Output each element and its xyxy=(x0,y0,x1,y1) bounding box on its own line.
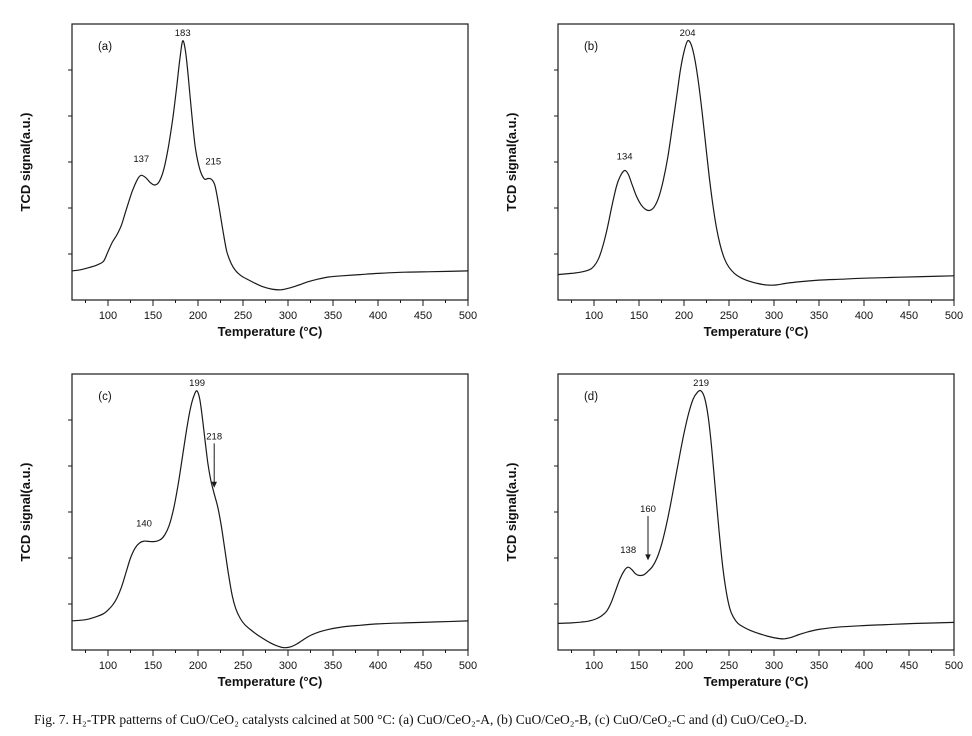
plot-area: 100 150 200 250 300 350 400 450 500 140 199 218 xyxy=(68,373,477,672)
peak-label: 134 xyxy=(617,152,633,163)
x-tick-label: 400 xyxy=(855,660,873,672)
x-tick-label: 100 xyxy=(585,310,603,322)
tpr-chart-c: TCD signal(a.u.) Temperature (°C) (c) 10… xyxy=(18,373,477,689)
y-axis-label: TCD signal(a.u.) xyxy=(18,113,33,212)
peak-label: 204 xyxy=(680,28,696,39)
plot-area: 100 150 200 250 300 350 400 450 500 134 204 xyxy=(554,23,963,322)
tpr-curve xyxy=(71,390,469,649)
x-tick-label: 450 xyxy=(900,310,918,322)
x-tick-label: 350 xyxy=(810,660,828,672)
peak-label: 219 xyxy=(693,378,709,389)
plot-frame xyxy=(71,373,469,651)
x-tick-label: 200 xyxy=(189,310,207,322)
x-tick-label: 200 xyxy=(675,660,693,672)
tpr-panel-b: TCD signal(a.u.) Temperature (°C) (b) 10… xyxy=(486,10,972,346)
x-tick-label: 300 xyxy=(279,660,297,672)
x-tick-label: 150 xyxy=(144,310,162,322)
x-axis-label: Temperature (°C) xyxy=(704,674,809,689)
x-tick-label: 350 xyxy=(810,310,828,322)
x-tick-label: 150 xyxy=(630,310,648,322)
plot-frame xyxy=(557,373,955,651)
x-tick-label: 150 xyxy=(144,660,162,672)
panel-letter: (a) xyxy=(98,41,112,53)
y-axis-label: TCD signal(a.u.) xyxy=(18,463,33,562)
x-tick-label: 300 xyxy=(765,660,783,672)
x-tick-label: 500 xyxy=(459,660,477,672)
x-tick-label: 500 xyxy=(945,660,963,672)
y-axis-label: TCD signal(a.u.) xyxy=(504,113,519,212)
tpr-curve xyxy=(71,40,469,291)
x-tick-label: 450 xyxy=(900,660,918,672)
x-tick-label: 500 xyxy=(945,310,963,322)
panel-grid: TCD signal(a.u.) Temperature (°C) (a) 10… xyxy=(0,10,972,696)
x-tick-label: 450 xyxy=(414,660,432,672)
x-tick-label: 250 xyxy=(234,310,252,322)
peak-label: 137 xyxy=(133,154,149,165)
peak-arrow-head xyxy=(211,481,217,488)
x-tick-label: 350 xyxy=(324,660,342,672)
x-tick-label: 200 xyxy=(189,660,207,672)
plot-frame xyxy=(71,23,469,301)
tpr-chart-b: TCD signal(a.u.) Temperature (°C) (b) 10… xyxy=(504,23,963,339)
x-tick-label: 400 xyxy=(855,310,873,322)
panel-letter: (d) xyxy=(584,391,598,403)
peak-label: 138 xyxy=(620,545,636,556)
tpr-chart-d: TCD signal(a.u.) Temperature (°C) (d) 10… xyxy=(504,373,963,689)
x-axis-label: Temperature (°C) xyxy=(218,674,323,689)
peak-label: 183 xyxy=(175,28,191,39)
x-tick-label: 400 xyxy=(369,310,387,322)
tpr-panel-d: TCD signal(a.u.) Temperature (°C) (d) 10… xyxy=(486,360,972,696)
peak-label: 140 xyxy=(136,519,152,530)
x-axis-label: Temperature (°C) xyxy=(218,324,323,339)
x-tick-label: 200 xyxy=(675,310,693,322)
peak-label: 218 xyxy=(206,431,222,442)
x-tick-label: 250 xyxy=(720,660,738,672)
tpr-panel-a: TCD signal(a.u.) Temperature (°C) (a) 10… xyxy=(0,10,486,346)
panel-letter: (b) xyxy=(584,41,598,53)
tpr-panel-c: TCD signal(a.u.) Temperature (°C) (c) 10… xyxy=(0,360,486,696)
x-tick-label: 100 xyxy=(99,310,117,322)
x-tick-label: 300 xyxy=(765,310,783,322)
tpr-curve xyxy=(557,389,955,640)
x-tick-label: 400 xyxy=(369,660,387,672)
x-tick-label: 100 xyxy=(99,660,117,672)
x-tick-label: 300 xyxy=(279,310,297,322)
plot-area: 100 150 200 250 300 350 400 450 500 138 160 219 xyxy=(554,373,963,672)
x-tick-label: 450 xyxy=(414,310,432,322)
x-axis-label: Temperature (°C) xyxy=(704,324,809,339)
plot-area: 100 150 200 250 300 350 400 450 500 137 183 215 xyxy=(68,23,477,322)
y-axis-label: TCD signal(a.u.) xyxy=(504,463,519,562)
tpr-chart-a: TCD signal(a.u.) Temperature (°C) (a) 10… xyxy=(18,23,477,339)
peak-label: 199 xyxy=(189,378,205,389)
tpr-curve xyxy=(557,39,955,286)
x-tick-label: 250 xyxy=(234,660,252,672)
panel-letter: (c) xyxy=(98,391,112,403)
x-tick-label: 150 xyxy=(630,660,648,672)
peak-label: 215 xyxy=(205,156,221,167)
figure-caption: Fig. 7. H₂-TPR patterns of CuO/CeO₂ cata… xyxy=(34,712,808,727)
x-tick-label: 500 xyxy=(459,310,477,322)
peak-arrow-head xyxy=(645,554,651,561)
x-tick-label: 250 xyxy=(720,310,738,322)
x-tick-label: 100 xyxy=(585,660,603,672)
peak-label: 160 xyxy=(640,504,656,515)
x-tick-label: 350 xyxy=(324,310,342,322)
